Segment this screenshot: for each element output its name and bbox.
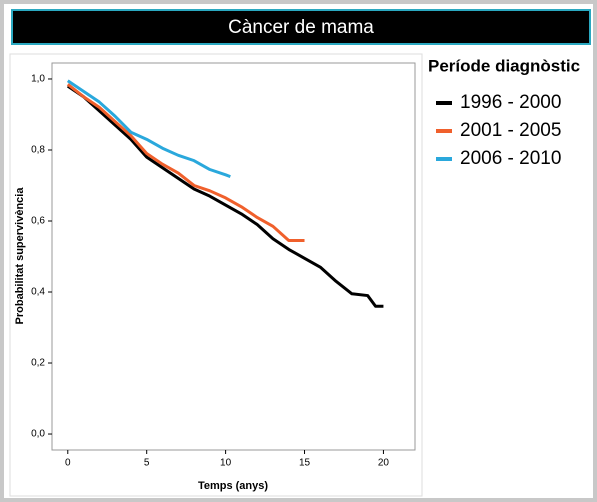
x-tick-label: 20 xyxy=(378,458,390,469)
y-tick-label: 0,6 xyxy=(31,216,45,227)
x-axis-label: Temps (anys) xyxy=(198,480,268,492)
legend-title: Període diagnòstic xyxy=(428,56,580,75)
survival-line xyxy=(66,84,384,308)
title-bar xyxy=(11,9,591,45)
survival-line xyxy=(66,79,231,179)
chart-title: Càncer de mama xyxy=(228,17,374,38)
y-tick-label: 0,0 xyxy=(31,429,45,440)
plot-area xyxy=(51,62,416,451)
legend-label: 1996 - 2000 xyxy=(460,92,561,113)
y-tick-label: 1,0 xyxy=(31,74,45,85)
y-tick-label: 0,8 xyxy=(31,145,45,156)
legend-label: 2006 - 2010 xyxy=(460,148,561,169)
y-axis-label: Probabilitat supervivència xyxy=(14,187,26,325)
x-tick-label: 0 xyxy=(65,458,71,469)
y-tick-label: 0,4 xyxy=(31,287,45,298)
x-tick-label: 10 xyxy=(220,458,232,469)
y-tick-label: 0,2 xyxy=(31,358,45,369)
survival-line xyxy=(66,83,305,243)
legend-label: 2001 - 2005 xyxy=(460,120,561,141)
x-tick-label: 5 xyxy=(144,458,150,469)
x-tick-label: 15 xyxy=(299,458,311,469)
